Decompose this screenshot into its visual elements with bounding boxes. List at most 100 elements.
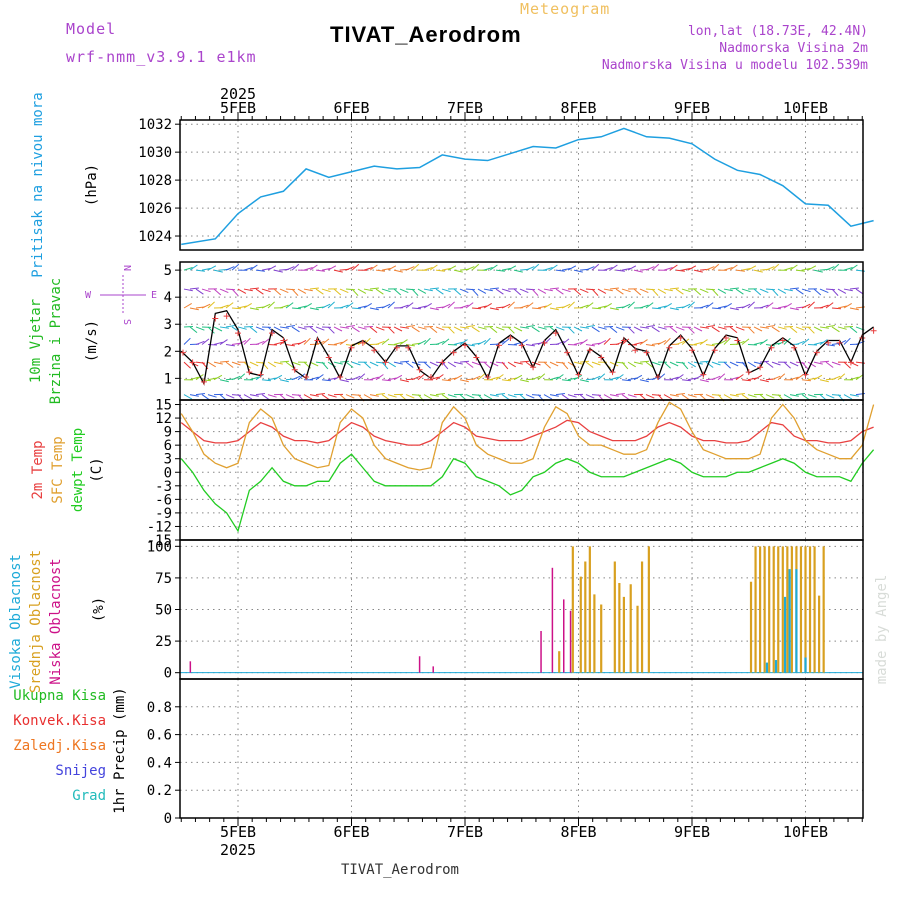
wind-barb xyxy=(273,288,282,296)
wind-barb xyxy=(801,303,811,309)
wind-barb xyxy=(735,269,745,272)
wind-barb xyxy=(543,337,551,345)
wind-barb xyxy=(543,288,553,292)
x-day-label-bottom: 7FEB xyxy=(447,823,483,841)
wind-barb xyxy=(273,374,283,381)
wind-barb xyxy=(381,303,391,309)
wind-barb xyxy=(603,267,613,271)
x-day-label-bottom: 8FEB xyxy=(560,823,596,841)
gust-marker xyxy=(212,315,219,322)
wind-barb xyxy=(225,302,234,309)
wind-barb xyxy=(579,379,589,383)
y-tick-label: -6 xyxy=(155,492,172,508)
wind-barb xyxy=(231,394,242,396)
wind-barb xyxy=(303,337,311,345)
wind-barb xyxy=(813,288,822,296)
wind-barb xyxy=(657,288,667,294)
wind-barb xyxy=(783,361,791,369)
wind-barb xyxy=(381,379,391,382)
wind-barb xyxy=(243,302,252,309)
wind-barb xyxy=(657,326,667,330)
wind-barb xyxy=(729,287,739,290)
wind-barb xyxy=(639,360,650,363)
wind-barb xyxy=(729,307,739,311)
wind-barb xyxy=(315,361,325,364)
wind-barb xyxy=(249,287,259,290)
wind-barb xyxy=(513,288,522,296)
wind-barb xyxy=(489,307,499,311)
wind-barb xyxy=(789,264,798,271)
wind-barb xyxy=(519,379,529,383)
wind-barb xyxy=(639,326,649,329)
wind-barb xyxy=(369,307,379,311)
wind-barb xyxy=(333,341,343,346)
wind-barb xyxy=(813,326,823,332)
gust-marker xyxy=(416,366,423,373)
y-tick-label: 1 xyxy=(164,371,172,387)
wind-barb xyxy=(687,326,695,334)
wind-barb xyxy=(789,326,798,333)
gust-marker xyxy=(711,347,718,354)
wind-barb xyxy=(699,288,709,294)
wind-barb xyxy=(819,288,829,294)
wind-barb xyxy=(285,344,295,347)
wind-barb xyxy=(465,394,475,399)
wind-barb xyxy=(591,375,601,381)
wind-barb xyxy=(831,307,842,310)
wind-barb xyxy=(333,326,343,332)
wind-barb xyxy=(309,307,319,311)
wind-barb xyxy=(447,265,457,271)
wind-barb xyxy=(603,337,611,345)
wind-barb xyxy=(213,374,223,381)
wind-barb xyxy=(651,307,662,310)
wind-barb xyxy=(729,394,739,397)
wind-barb xyxy=(351,375,361,381)
legend-konvek-kisa: Konvek.Kisa xyxy=(13,713,106,729)
dewpt-temp-line xyxy=(180,449,875,533)
year-label-bottom: 2025 xyxy=(220,841,256,859)
wind-barb xyxy=(219,379,229,383)
wind-barb xyxy=(405,344,415,347)
wind-barb xyxy=(321,288,331,293)
wind-barb xyxy=(255,393,265,396)
wind-barb xyxy=(831,361,841,366)
wind-barb xyxy=(753,341,763,346)
wind-barb xyxy=(765,394,775,399)
wind-barb xyxy=(501,267,511,271)
wind-barb xyxy=(819,339,828,345)
wind-barb xyxy=(201,394,210,401)
wind-barb xyxy=(273,326,283,332)
wind-barb xyxy=(483,267,493,271)
wind-barb xyxy=(759,360,770,363)
wind-barb xyxy=(411,326,420,333)
wind-barb xyxy=(645,266,655,271)
wind-barb xyxy=(195,269,205,272)
wind-barb xyxy=(219,360,230,363)
model-name: wrf-nmm_v3.9.1 e1km xyxy=(66,48,257,66)
wind-barb xyxy=(195,288,204,295)
wind-barb xyxy=(207,265,217,271)
wind-barb xyxy=(441,379,451,382)
gust-marker xyxy=(768,344,775,351)
x-day-label-bottom: 6FEB xyxy=(333,823,369,841)
wind-barb xyxy=(375,340,385,345)
wind-barb xyxy=(237,373,246,381)
wind-barb xyxy=(489,361,499,367)
wind-barb xyxy=(417,288,427,294)
wind-barb xyxy=(603,394,613,400)
wind-barb xyxy=(621,288,631,293)
wind-barb xyxy=(345,288,356,291)
wind-barb xyxy=(189,307,199,311)
wind-barb xyxy=(693,269,703,273)
gust-marker xyxy=(235,330,241,337)
gust-marker xyxy=(791,344,798,351)
wind-barb xyxy=(801,288,811,293)
wind-barb xyxy=(429,307,439,311)
wind-barb xyxy=(513,269,523,273)
wind-barb xyxy=(705,288,716,291)
wind-barb xyxy=(291,326,300,333)
wind-barb xyxy=(627,326,635,334)
gust-marker xyxy=(813,349,820,356)
wind-barb xyxy=(381,267,391,271)
wind-barb xyxy=(735,393,745,396)
